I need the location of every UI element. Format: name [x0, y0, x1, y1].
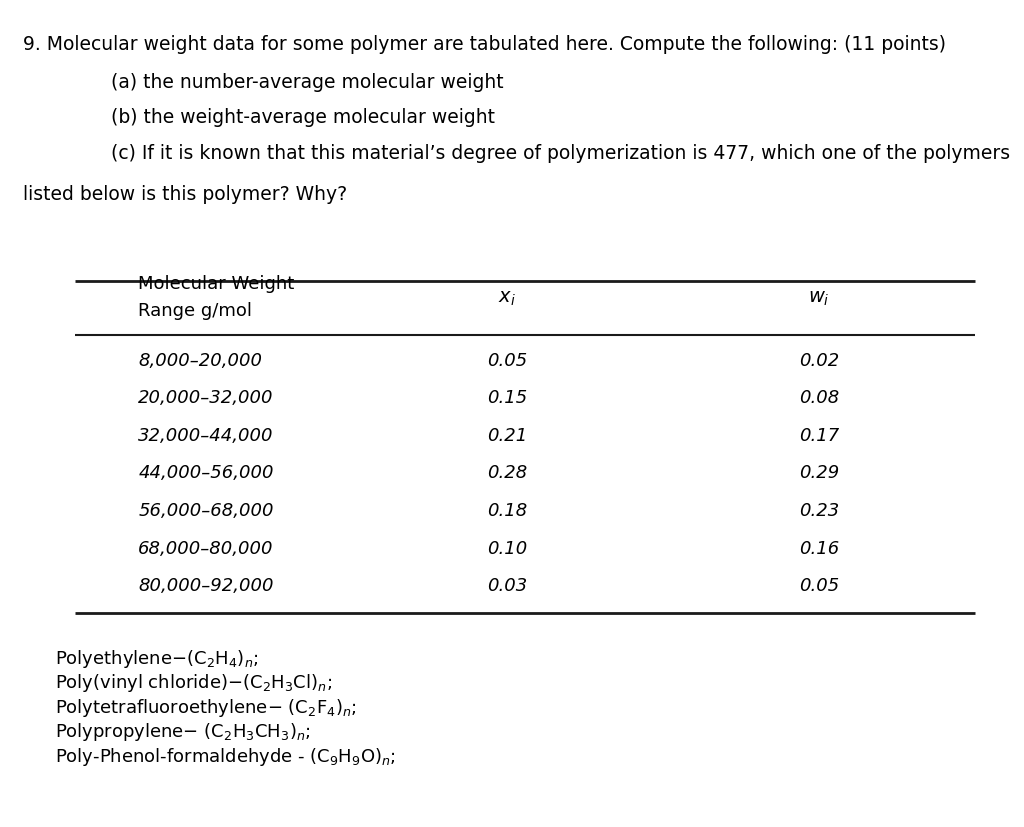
Text: Poly(vinyl chloride)$-$(C$_2$H$_3$Cl)$_n$;: Poly(vinyl chloride)$-$(C$_2$H$_3$Cl)$_n… [55, 672, 333, 694]
Text: Molecular Weight: Molecular Weight [138, 275, 295, 293]
Text: 0.10: 0.10 [486, 539, 527, 557]
Text: listed below is this polymer? Why?: listed below is this polymer? Why? [23, 185, 347, 204]
Text: 80,000–92,000: 80,000–92,000 [138, 576, 273, 595]
Text: 0.05: 0.05 [486, 351, 527, 370]
Text: 68,000–80,000: 68,000–80,000 [138, 539, 273, 557]
Text: 0.29: 0.29 [799, 464, 840, 482]
Text: 0.08: 0.08 [799, 389, 840, 407]
Text: Polytetrafluoroethylene$-$ (C$_2$F$_4$)$_n$;: Polytetrafluoroethylene$-$ (C$_2$F$_4$)$… [55, 696, 357, 718]
Text: (a) the number-average molecular weight: (a) the number-average molecular weight [111, 73, 503, 92]
Text: $w_i$: $w_i$ [808, 289, 830, 308]
Text: $x_i$: $x_i$ [498, 289, 516, 308]
Text: 0.15: 0.15 [486, 389, 527, 407]
Text: 0.02: 0.02 [799, 351, 840, 370]
Text: 20,000–32,000: 20,000–32,000 [138, 389, 273, 407]
Text: Poly-Phenol-formaldehyde - (C$_9$H$_9$O)$_n$;: Poly-Phenol-formaldehyde - (C$_9$H$_9$O)… [55, 745, 396, 767]
Text: 9. Molecular weight data for some polymer are tabulated here. Compute the follow: 9. Molecular weight data for some polyme… [23, 35, 945, 54]
Text: 0.17: 0.17 [799, 427, 840, 444]
Text: 0.23: 0.23 [799, 501, 840, 519]
Text: 56,000–68,000: 56,000–68,000 [138, 501, 273, 519]
Text: 0.21: 0.21 [486, 427, 527, 444]
Text: 8,000–20,000: 8,000–20,000 [138, 351, 262, 370]
Text: 44,000–56,000: 44,000–56,000 [138, 464, 273, 482]
Text: (c) If it is known that this material’s degree of polymerization is 477, which o: (c) If it is known that this material’s … [111, 144, 1010, 163]
Text: Polypropylene$-$ (C$_2$H$_3$CH$_3$)$_n$;: Polypropylene$-$ (C$_2$H$_3$CH$_3$)$_n$; [55, 720, 311, 743]
Text: 0.16: 0.16 [799, 539, 840, 557]
Text: 32,000–44,000: 32,000–44,000 [138, 427, 273, 444]
Text: 0.03: 0.03 [486, 576, 527, 595]
Text: Polyethylene$-$(C$_2$H$_4$)$_n$;: Polyethylene$-$(C$_2$H$_4$)$_n$; [55, 648, 259, 669]
Text: 0.05: 0.05 [799, 576, 840, 595]
Text: (b) the weight-average molecular weight: (b) the weight-average molecular weight [111, 108, 495, 127]
Text: 0.18: 0.18 [486, 501, 527, 519]
Text: Range g/mol: Range g/mol [138, 302, 252, 320]
Text: 0.28: 0.28 [486, 464, 527, 482]
